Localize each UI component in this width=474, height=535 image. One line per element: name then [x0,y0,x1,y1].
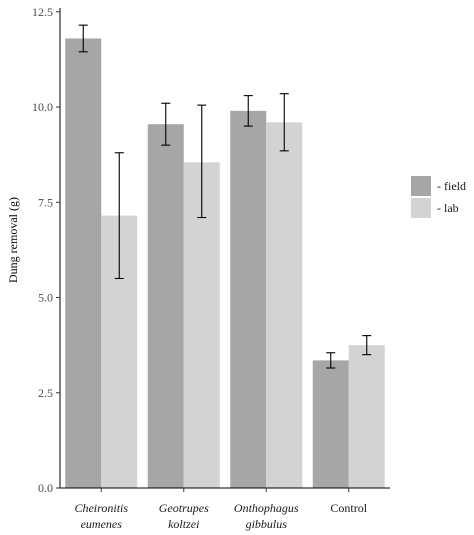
error-bar-field-2 [243,95,253,127]
bar-field-3 [312,360,349,488]
x-tick-label: eumenes [81,517,123,531]
error-bar-field-1 [161,102,171,146]
error-bar-field-3 [326,352,336,369]
bar-lab-3 [348,345,385,488]
y-axis-title: Dung removal (g) [6,197,20,283]
legend: - field - lab [411,176,466,218]
error-bar-lab-2 [279,93,289,152]
x-tick-label: Onthophagus [234,501,299,515]
error-bar-field-0 [78,24,88,53]
y-tick-label: 10.0 [32,100,53,114]
x-tick-label: Control [330,501,367,515]
error-bar-lab-0 [114,152,124,280]
bar-field-2 [230,110,267,488]
bar-lab-2 [266,122,303,489]
x-tick-label: Geotrupes [159,501,209,515]
error-bar-lab-1 [197,104,207,219]
legend-label-lab: - lab [437,201,459,215]
y-tick-label: 7.5 [38,195,53,209]
legend-key-lab [411,198,431,218]
x-tick-label: gibbulus [246,517,288,531]
x-tick-label: koltzei [168,517,199,531]
legend-key-field [411,176,431,196]
y-tick-label: 12.5 [32,5,53,19]
plot-area: 0.0 2.5 5.0 7.5 10.0 12.5 Cheironitis eumenes Ge… [32,5,390,531]
bar-field-0 [65,38,102,488]
bar-field-1 [147,124,184,488]
error-bar-lab-3 [362,335,372,356]
legend-label-field: - field [437,179,466,193]
y-tick-label: 2.5 [38,386,53,400]
x-tick-label: Cheironitis [74,501,128,515]
y-tick-label: 5.0 [38,291,53,305]
y-tick-label: 0.0 [38,481,53,495]
